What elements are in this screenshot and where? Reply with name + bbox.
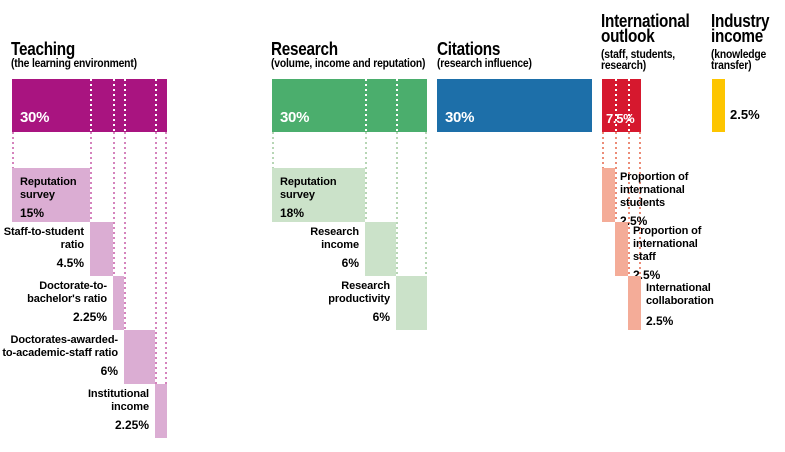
section-subtitle: (staff, students, research) <box>601 49 675 72</box>
guide-line <box>365 132 367 276</box>
weight-bar-international-outlook: 7.5% <box>602 79 641 132</box>
bar-value-label: 30% <box>20 109 50 126</box>
guide-line <box>627 132 630 330</box>
bar-value-label: 30% <box>280 109 310 126</box>
sub-value: 18% <box>280 206 305 220</box>
weight-bar-research: 30% <box>272 79 427 132</box>
sub-label-group: Doctorates-awarded-to-academic-staff rat… <box>0 334 118 378</box>
bar-value-label: 30% <box>445 109 475 126</box>
guide-line <box>396 132 398 330</box>
sub-value: 2.5% <box>633 268 661 282</box>
sub-label-group: Institutional income 2.25% <box>79 388 149 432</box>
sub-box-doctorate-to-bachelors-ratio <box>112 276 125 330</box>
bar-divider <box>396 79 398 132</box>
sub-value: 2.25% <box>114 418 149 432</box>
bar-value-label: 7.5% <box>606 111 635 126</box>
sub-label: Research income <box>310 226 359 251</box>
guide-line <box>89 132 92 276</box>
bar-divider <box>112 79 115 132</box>
sub-value: 6% <box>372 310 390 324</box>
guide-line <box>165 132 167 438</box>
section-title: Teaching <box>11 39 75 59</box>
guide-line <box>155 132 158 438</box>
sub-value: 4.5% <box>56 256 84 270</box>
bar-divider <box>614 79 617 132</box>
weight-bar-citations: 30% <box>437 79 592 132</box>
sub-label: Staff-to-student ratio <box>3 226 84 251</box>
sub-box-research-income <box>365 222 396 276</box>
weight-bar-teaching: 30% <box>12 79 167 132</box>
guide-line <box>638 132 641 330</box>
sub-value: 6% <box>341 256 359 270</box>
sub-box-reputation-survey: Reputation survey 15% <box>12 168 90 222</box>
guide-line <box>614 132 617 276</box>
sub-value: 2.5% <box>646 314 674 328</box>
sub-box-international-collaboration <box>627 276 641 330</box>
bar-divider <box>124 79 127 132</box>
section-title: Research <box>271 39 338 59</box>
bar-divider <box>365 79 367 132</box>
section-subtitle: (research influence) <box>437 58 532 70</box>
section-subtitle: (volume, income and reputation) <box>271 58 426 70</box>
sub-label: Institutional income <box>87 388 149 413</box>
sub-label-group: International collaboration 2.5% <box>646 282 738 328</box>
sub-label: International collaboration <box>646 282 714 307</box>
sub-label: Reputation survey <box>20 176 77 201</box>
weight-bar-industry-income <box>712 79 725 132</box>
sub-label: Proportion of international students <box>620 171 689 209</box>
sub-label: Reputation survey <box>280 176 337 201</box>
guide-line <box>112 132 115 330</box>
sub-box-doctorates-awarded-ratio <box>124 330 156 384</box>
sub-label: Proportion of international staff <box>633 225 702 263</box>
sub-label-group: Staff-to-student ratio 4.5% <box>0 226 84 270</box>
bar-divider <box>155 79 158 132</box>
sub-label-group: Doctorate-to-bachelor's ratio 2.25% <box>0 280 107 324</box>
section-title: Industry income <box>711 11 770 46</box>
sub-value: 6% <box>100 364 118 378</box>
sub-label: Doctorates-awarded-to-academic-staff rat… <box>2 334 118 359</box>
sub-box-international-staff <box>614 222 628 276</box>
sub-label: Research productivity <box>328 280 390 305</box>
guide-line <box>425 132 427 330</box>
section-title: Citations <box>437 39 501 59</box>
sub-box-institutional-income <box>155 384 167 438</box>
sub-label-group: Research productivity 6% <box>310 280 390 324</box>
sub-label-group: Research income 6% <box>289 226 359 270</box>
sub-value: 15% <box>20 206 45 220</box>
sub-box-research-productivity <box>396 276 427 330</box>
bar-divider <box>627 79 630 132</box>
sub-box-staff-to-student-ratio <box>89 222 113 276</box>
sub-label-group: Proportion of international students 2.5… <box>620 171 700 228</box>
sub-value: 2.25% <box>72 310 107 324</box>
sub-box-reputation-survey: Reputation survey 18% <box>272 168 365 222</box>
sub-label: Doctorate-to-bachelor's ratio <box>27 280 107 305</box>
section-title: International outlook <box>601 11 690 46</box>
section-subtitle: (knowledge transfer) <box>711 49 767 72</box>
bar-divider <box>89 79 92 132</box>
sub-box-international-students <box>602 168 615 222</box>
sub-label-group: Proportion of international staff 2.5% <box>633 225 713 282</box>
guide-line <box>124 132 127 384</box>
bar-value-label: 2.5% <box>730 107 760 122</box>
section-subtitle: (the learning environment) <box>11 58 137 70</box>
